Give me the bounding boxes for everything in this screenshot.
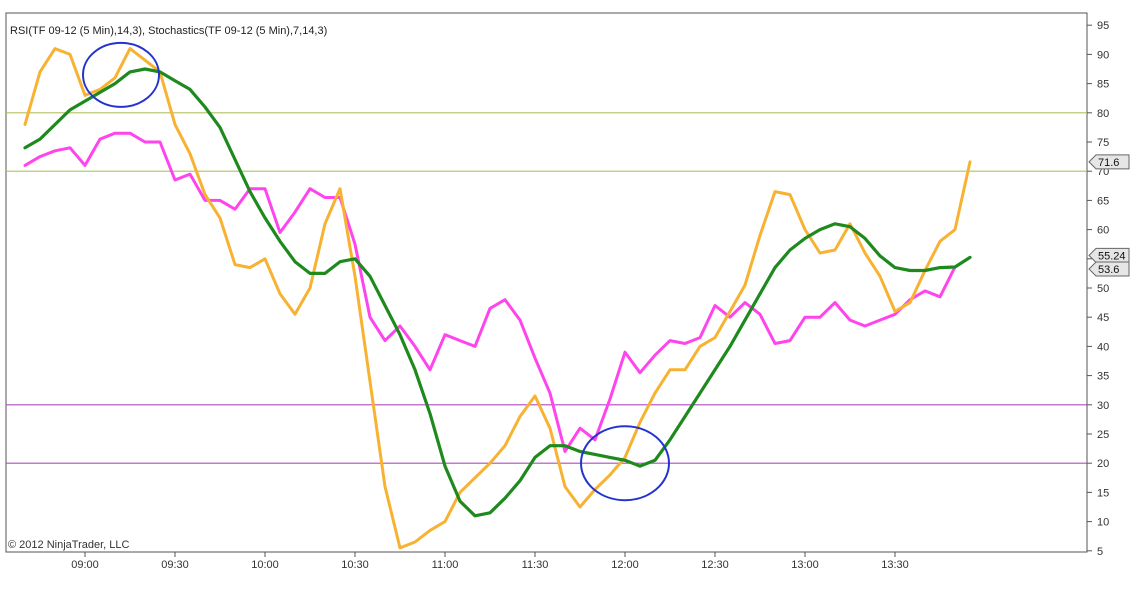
x-tick-label: 11:30 [522, 559, 549, 571]
y-tick-label: 10 [1097, 517, 1109, 529]
series-line-stochastics-k [23, 47, 972, 550]
x-axis: 09:00 09:30 10:00 10:30 11:00 11:30 12:00 12:30… [71, 552, 909, 571]
x-tick-label: 13:30 [881, 559, 909, 571]
value-badge-label: 71.6 [1098, 157, 1119, 169]
chart-title: RSI(TF 09-12 (5 Min),14,3), Stochastics(… [10, 25, 327, 37]
plot-background [5, 12, 1088, 553]
y-tick-label: 80 [1097, 108, 1109, 120]
y-tick-label: 40 [1097, 341, 1109, 353]
annotation-layer [82, 41, 670, 502]
y-tick-label: 95 [1097, 20, 1109, 32]
value-badge-shape [1088, 247, 1130, 263]
y-tick-label: 45 [1097, 312, 1109, 324]
x-tick-label: 13:00 [791, 559, 819, 571]
x-tick-label: 11:00 [432, 559, 459, 571]
reference-lines [6, 112, 1087, 464]
y-axis: 5101520253035404550556065707580859095 [1087, 20, 1109, 558]
y-tick-label: 5 [1097, 546, 1103, 558]
highlight-circle [580, 425, 670, 502]
value-badge: 71.6 [1088, 154, 1130, 170]
series-layer [23, 47, 972, 550]
y-tick-label: 50 [1097, 283, 1109, 295]
plot-frame [5, 12, 1088, 553]
y-tick-label: 15 [1097, 487, 1109, 499]
value-badge-label: 55.24 [1098, 250, 1126, 262]
value-badge: 53.6 [1088, 261, 1130, 277]
series-line-rsi [23, 131, 957, 453]
value-badge-shape [1088, 261, 1130, 277]
copyright-text: © 2012 NinjaTrader, LLC [8, 539, 129, 551]
y-tick-label: 30 [1097, 400, 1109, 412]
highlight-circle [82, 41, 160, 108]
y-tick-label: 20 [1097, 458, 1109, 470]
y-tick-label: 60 [1097, 225, 1109, 237]
y-tick-label: 90 [1097, 49, 1109, 61]
y-tick-label: 75 [1097, 137, 1109, 149]
value-badge-label: 53.6 [1098, 264, 1119, 276]
series-line-stochastics-d [23, 67, 972, 518]
value-badges: 71.6 55.24 53.6 [1088, 154, 1130, 277]
y-tick-label: 25 [1097, 429, 1109, 441]
x-tick-label: 12:30 [701, 559, 729, 571]
value-badge-shape [1088, 154, 1130, 170]
x-tick-label: 10:00 [251, 559, 279, 571]
y-tick-label: 85 [1097, 79, 1109, 91]
value-badge: 55.24 [1088, 247, 1130, 263]
x-tick-label: 10:30 [341, 559, 369, 571]
x-tick-label: 09:00 [71, 559, 99, 571]
y-tick-label: 65 [1097, 195, 1109, 207]
x-tick-label: 09:30 [161, 559, 189, 571]
y-tick-label: 35 [1097, 371, 1109, 383]
x-tick-label: 12:00 [611, 559, 639, 571]
